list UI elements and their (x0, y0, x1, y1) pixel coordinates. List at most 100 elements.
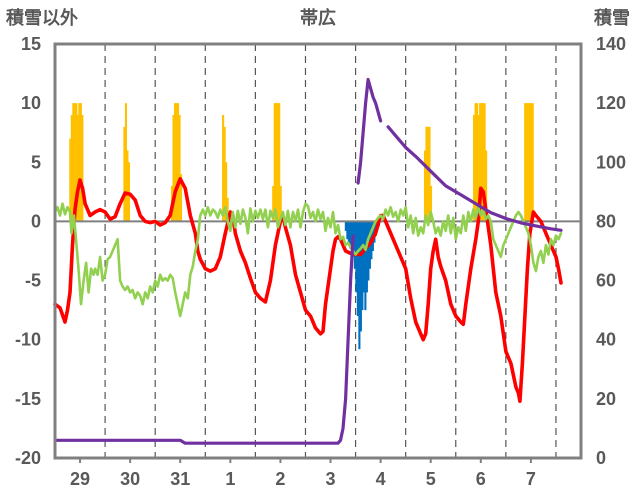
left-axis-label: 積雪以外 (5, 7, 78, 28)
sunshine-bar (70, 114, 73, 222)
plot-area: 29 30 31 1 2 3 4 5 6 7 15 10 5 0 -5 -10 -15 -20 140 120 100 8… (15, 34, 626, 489)
x-tick-label: 2 (275, 469, 285, 489)
sunshine-bar (176, 103, 180, 222)
precipitation-bar (367, 221, 370, 281)
sunshine-bar (483, 103, 486, 222)
left-tick-label: -20 (15, 448, 41, 468)
precipitation-bar (362, 221, 365, 293)
right-tick-label: 80 (596, 211, 616, 231)
right-tick-label: 60 (596, 271, 616, 291)
snow_depth-line (356, 77, 383, 185)
sunshine-bar (223, 126, 226, 222)
humidity_like-line (53, 202, 563, 318)
sunshine-bar (531, 103, 534, 222)
sunshine-bar (222, 114, 225, 222)
sunshine-bar (429, 185, 433, 222)
left-tick-label: -15 (15, 389, 41, 409)
sunshine-bar (423, 150, 427, 222)
precipitation-bar (347, 221, 350, 246)
left-tick-label: 0 (31, 211, 41, 231)
sunshine-bar (175, 103, 178, 222)
precipitation-bar (358, 221, 361, 350)
sunshine-bar (527, 103, 530, 222)
precipitation-bar (355, 221, 358, 293)
sunshine-bar (72, 103, 75, 222)
sunshine-bar (474, 103, 477, 222)
precipitation-bar (359, 221, 362, 332)
right-tick-label: 120 (596, 93, 626, 113)
right-tick-label: 20 (596, 389, 616, 409)
x-tick-label: 1 (225, 469, 235, 489)
sunshine-bar (225, 162, 228, 222)
right-tick-label: 40 (596, 330, 616, 350)
sunshine-bar (172, 114, 175, 222)
plot-frame (53, 42, 583, 460)
sunshine-bar (278, 103, 281, 222)
temperature-line (53, 177, 563, 404)
sunshine-bar (75, 103, 78, 222)
sunshine-bar (79, 103, 82, 222)
chart-title: 帯広 (300, 7, 336, 28)
sunshine-bar (425, 126, 428, 222)
precipitation-bar (356, 221, 359, 317)
sunshine-bar (276, 103, 279, 222)
sunshine-bar (127, 162, 130, 222)
right-axis-label: 積雪 (593, 7, 630, 28)
snow_depth-line (53, 234, 355, 445)
right-tick-label: 140 (596, 34, 626, 54)
sunshine-bar (126, 150, 129, 222)
sunshine-bar (179, 174, 183, 222)
sunshine-bar (530, 103, 533, 222)
precipitation-bar (344, 221, 347, 231)
left-tick-label: -10 (15, 330, 41, 350)
sunshine-bar (78, 103, 81, 222)
sunshine-bar (173, 103, 177, 222)
sunshine-bar (226, 197, 229, 222)
sunshine-bar (476, 103, 479, 222)
precipitation-bar (346, 221, 349, 240)
precipitation-bar (361, 221, 364, 311)
sunshine-bar (477, 114, 480, 222)
sunshine-bar (528, 103, 531, 222)
right-tick-label: 100 (596, 152, 626, 172)
sunshine-bar (524, 103, 527, 222)
sunshine-bar (485, 150, 488, 222)
sunshine-bar (178, 114, 181, 222)
precipitation-bar (364, 221, 367, 311)
sunshine-bar (426, 126, 430, 222)
sunshine-bar (124, 103, 127, 222)
x-tick-label: 31 (170, 469, 190, 489)
x-tick-label: 29 (70, 469, 90, 489)
left-tick-label: -5 (25, 271, 41, 291)
sunshine-bar (76, 114, 79, 222)
sunshine-bar (273, 103, 276, 222)
snow_depth-line (386, 125, 563, 232)
x-tick-label: 3 (326, 469, 336, 489)
sunshine-bar (73, 103, 76, 222)
sunshine-bar (480, 103, 483, 222)
right-tick-label: 0 (596, 448, 606, 468)
x-tick-label: 4 (376, 469, 386, 489)
left-tick-label: 15 (21, 34, 41, 54)
sunshine-bar (81, 114, 84, 222)
precipitation-bar (365, 221, 368, 293)
sunshine-bar (272, 185, 275, 222)
x-tick-label: 30 (120, 469, 140, 489)
sunshine-bar (69, 138, 72, 222)
left-tick-label: 5 (31, 152, 41, 172)
sunshine-bar (482, 103, 485, 222)
x-tick-label: 5 (426, 469, 436, 489)
x-tick-label: 7 (526, 469, 536, 489)
x-tick-label: 6 (476, 469, 486, 489)
precipitation-bar (353, 221, 356, 269)
sunshine-bar (479, 103, 482, 222)
sunshine-bar (525, 103, 528, 222)
sunshine-bar (123, 126, 126, 222)
precipitation-bar (349, 221, 352, 249)
sunshine-bar (275, 103, 278, 222)
sunshine-bar (428, 126, 431, 222)
left-tick-label: 10 (21, 93, 41, 113)
sunshine-bar (473, 114, 476, 222)
sunshine-bar (279, 185, 282, 222)
